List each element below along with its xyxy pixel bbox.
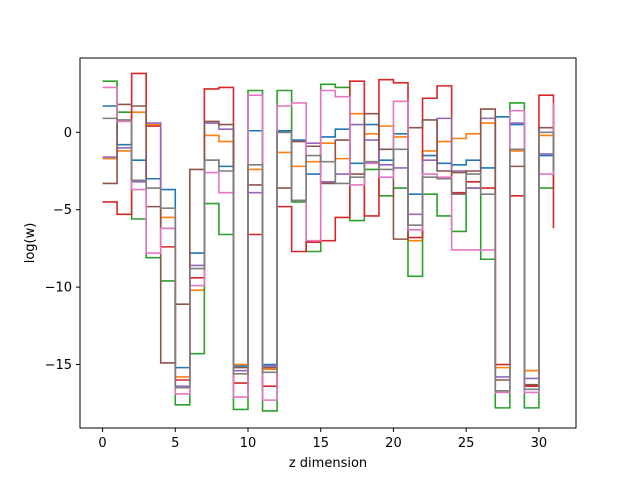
x-tick-label: 20 [385,436,402,451]
x-tick-label: 15 [312,436,329,451]
series-line-7 [102,117,555,392]
y-axis-label: log(w) [23,223,38,264]
plot-frame [79,57,577,429]
series-line-2 [102,80,555,412]
x-tick-label: 10 [240,436,257,451]
series-line-6 [102,86,555,401]
x-tick-label: 30 [531,436,548,451]
x-axis-ticks: 0 5 10 15 20 25 30 [98,428,547,451]
y-tick-label: −10 [45,281,72,296]
x-tick-label: 0 [98,436,106,451]
y-tick-label: −5 [53,203,72,218]
series-layer [102,72,555,412]
y-tick-label: −15 [45,358,72,373]
x-tick-label: 5 [171,436,179,451]
y-axis-ticks: 0 −5 −10 −15 [45,126,80,373]
x-tick-label: 25 [458,436,475,451]
y-tick-label: 0 [64,126,72,141]
x-axis-label: z dimension [289,456,367,471]
